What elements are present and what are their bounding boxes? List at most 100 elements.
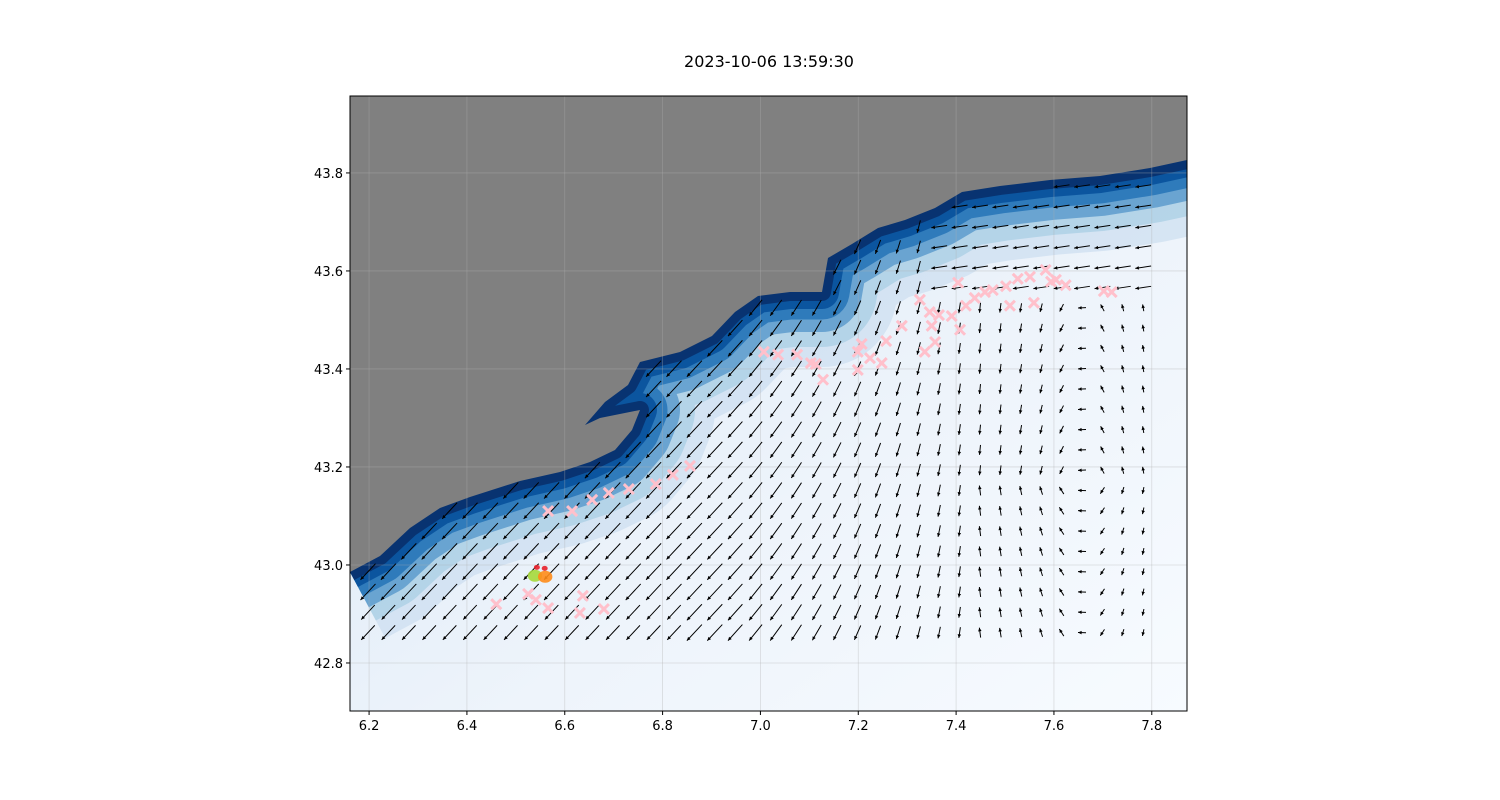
arrow-head (749, 413, 753, 418)
arrow-head (1018, 506, 1023, 511)
arrow-head (401, 575, 406, 580)
vector-arrow (666, 360, 682, 378)
x-tick-label: 6.6 (554, 719, 575, 734)
arrow-head (727, 413, 732, 418)
arrow-head (937, 411, 941, 416)
arrow-head (666, 372, 671, 377)
arrow-head (1033, 225, 1038, 229)
arrow-head (523, 515, 528, 519)
arrow-head (1033, 245, 1038, 250)
arrow-head (791, 494, 795, 499)
arrow-head (978, 349, 982, 354)
arrow-head (854, 331, 858, 336)
vector-arrow (645, 461, 662, 479)
arrow-head (1141, 550, 1145, 555)
arrow-head (749, 575, 753, 580)
arrow-head (1094, 205, 1099, 209)
arrow-head (998, 329, 1002, 333)
vector-arrow (462, 502, 478, 520)
arrow-head (564, 515, 569, 519)
arrow-head (1094, 225, 1099, 229)
arrow-head (1018, 389, 1023, 394)
arrow-head (998, 627, 1002, 632)
arrow-head (812, 514, 816, 519)
arrow-head (875, 371, 879, 376)
arrow-head (978, 471, 982, 476)
arrow-head (916, 411, 920, 416)
arrow-head (686, 575, 691, 580)
arrow-head (707, 575, 712, 580)
arrow-head (666, 535, 671, 540)
arrow-head (564, 596, 569, 601)
vector-arrow (706, 461, 723, 479)
vector-arrow (625, 543, 642, 560)
arrow-head (854, 635, 858, 640)
arrow-head (1059, 429, 1063, 434)
arrow-head (854, 473, 858, 478)
observation-marker (986, 283, 999, 297)
arrow-head (1100, 631, 1104, 636)
arrow-head (1018, 308, 1023, 313)
vector-arrow (666, 441, 682, 459)
arrow-head (812, 555, 816, 560)
arrow-head (380, 575, 385, 580)
arrow-head (972, 245, 976, 250)
arrow-head (544, 596, 548, 601)
arrow-head (1141, 385, 1145, 390)
vector-arrow (441, 502, 458, 520)
arrow-head (727, 616, 732, 621)
vector-arrow (543, 543, 560, 560)
arrow-head (957, 471, 962, 476)
arrow-head (1100, 324, 1104, 329)
highlight-point (541, 565, 548, 571)
arrow-head (791, 352, 795, 357)
observation-marker (757, 345, 770, 358)
arrow-head (833, 270, 837, 275)
arrow-head (1121, 466, 1125, 471)
arrow-head (1141, 591, 1145, 596)
arrow-head (646, 555, 650, 560)
arrow-head (442, 515, 446, 519)
arrow-head (895, 310, 900, 315)
arrow-head (666, 433, 671, 438)
arrow-head (854, 453, 858, 458)
vector-arrow (543, 502, 560, 520)
arrow-head (1033, 286, 1038, 290)
arrow-head (1074, 205, 1078, 209)
observation-marker (809, 357, 822, 371)
arrow-head (605, 575, 610, 580)
vector-arrow (523, 502, 540, 520)
arrow-head (951, 245, 956, 250)
arrow-head (1114, 225, 1119, 229)
arrow-head (707, 474, 712, 479)
vector-arrow (502, 563, 519, 581)
arrow-head (895, 290, 900, 295)
arrow-head (1121, 446, 1125, 451)
observation-marker (1049, 273, 1062, 286)
x-tick-label: 7.2 (848, 719, 869, 734)
arrow-head (503, 575, 508, 580)
arrow-head (1121, 510, 1125, 515)
arrow-head (833, 554, 837, 559)
arrow-head (442, 636, 447, 640)
x-tick-label: 6.8 (652, 719, 673, 734)
arrow-head (1114, 205, 1119, 209)
arrow-head (998, 471, 1002, 475)
arrow-head (1059, 486, 1063, 491)
vector-arrow (666, 563, 682, 581)
arrow-head (770, 413, 774, 418)
arrow-head (1121, 324, 1125, 329)
arrow-head (727, 393, 732, 398)
arrow-head (1018, 587, 1023, 592)
arrow-head (992, 266, 997, 270)
arrow-head (1059, 568, 1063, 573)
arrow-head (951, 225, 956, 229)
x-tick-label: 7.6 (1044, 719, 1065, 734)
arrow-head (605, 474, 610, 479)
arrow-head (749, 535, 753, 540)
vector-arrow (706, 522, 723, 540)
observation-marker (602, 486, 615, 499)
arrow-head (770, 393, 774, 397)
arrow-head (951, 205, 956, 209)
arrow-head (916, 614, 920, 619)
